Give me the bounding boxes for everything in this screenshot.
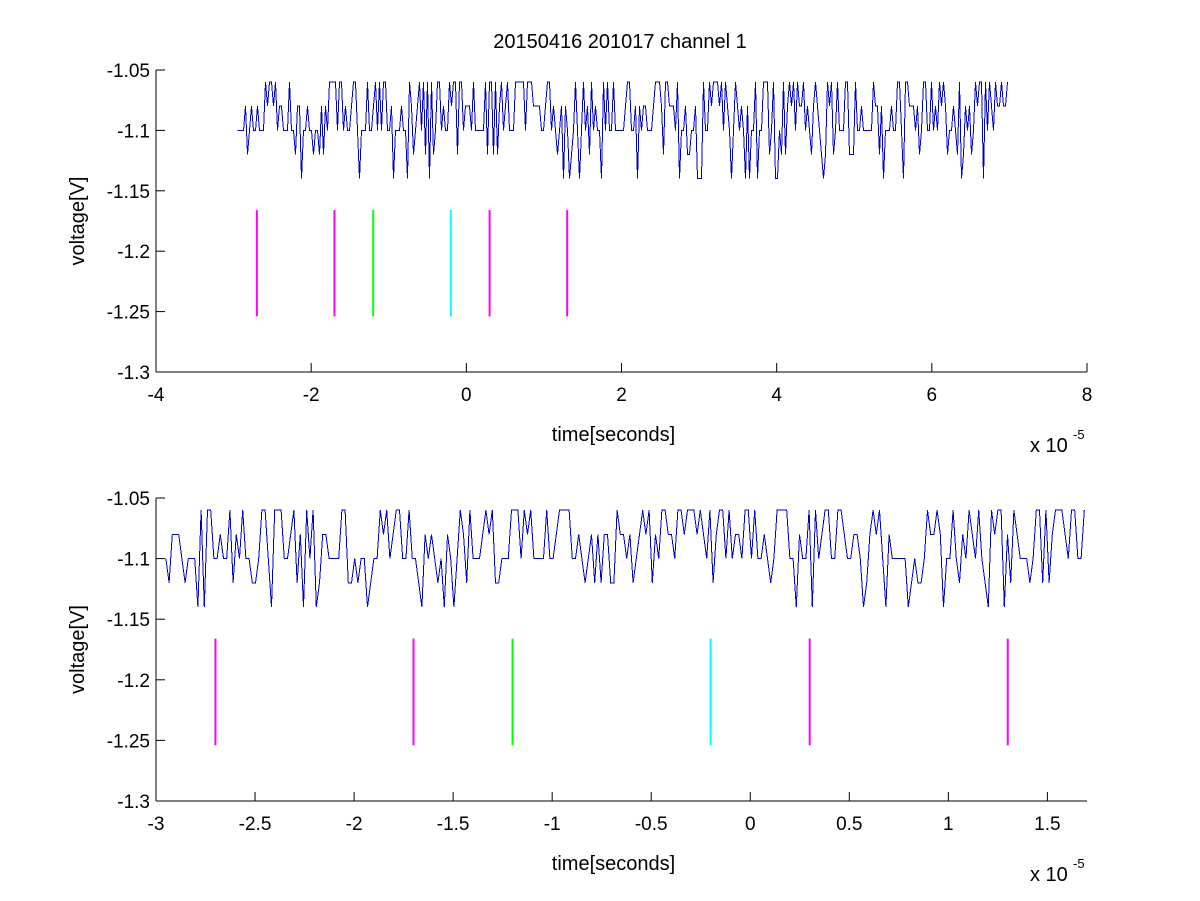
y-tick-label: -1.3 bbox=[117, 792, 150, 813]
x-tick-label: 2 bbox=[616, 385, 627, 406]
figure-title: 20150416 201017 channel 1 bbox=[493, 31, 747, 53]
x-tick-label: -1 bbox=[544, 814, 561, 835]
x-tick-label: -2 bbox=[346, 814, 363, 835]
y-tick-label: -1.05 bbox=[107, 61, 150, 82]
y-axis-label: voltage[V] bbox=[67, 177, 89, 266]
x-tick-label: 4 bbox=[771, 385, 782, 406]
x-tick-label: 8 bbox=[1082, 385, 1093, 406]
signal-trace bbox=[165, 509, 1085, 608]
x-axis-label: time[seconds] bbox=[552, 853, 675, 875]
y-tick-label: -1.1 bbox=[117, 550, 150, 571]
y-tick-label: -1.05 bbox=[107, 489, 150, 510]
x-tick-label: -4 bbox=[148, 385, 165, 406]
x-axis-label: time[seconds] bbox=[552, 424, 675, 446]
y-tick-label: -1.2 bbox=[117, 242, 150, 263]
x-tick-label: -2 bbox=[303, 385, 320, 406]
x-tick-label: 1.5 bbox=[1034, 814, 1060, 835]
x-tick-label: -3 bbox=[148, 814, 165, 835]
y-tick-label: -1.3 bbox=[117, 363, 150, 384]
y-tick-label: -1.15 bbox=[107, 610, 150, 631]
x-tick-label: -2.5 bbox=[239, 814, 272, 835]
x-multiplier-exponent: -5 bbox=[1073, 856, 1085, 871]
y-tick-label: -1.15 bbox=[107, 182, 150, 203]
x-tick-label: 0.5 bbox=[836, 814, 862, 835]
x-multiplier-exponent: -5 bbox=[1073, 427, 1085, 442]
x-multiplier-label: x 10 bbox=[1030, 435, 1068, 457]
y-tick-label: -1.2 bbox=[117, 671, 150, 692]
x-multiplier-label: x 10 bbox=[1030, 864, 1068, 886]
signal-trace bbox=[237, 81, 1008, 180]
y-tick-label: -1.25 bbox=[107, 731, 150, 752]
top-subplot: -4 -2 0 2 4 6 8 -1.05 -1.1 -1.15 -1.2 -1.25 -1.3 time… bbox=[67, 61, 1092, 457]
x-tick-label: 6 bbox=[927, 385, 938, 406]
y-tick-label: -1.1 bbox=[117, 121, 150, 142]
x-tick-label: 0 bbox=[461, 385, 472, 406]
x-tick-label: 1 bbox=[943, 814, 954, 835]
y-axis-label: voltage[V] bbox=[67, 605, 89, 694]
bottom-subplot: -3 -2.5 -2 -1.5 -1 -0.5 0 0.5 1 1.5 -1.05 -1.1 -1.15… bbox=[67, 489, 1087, 886]
x-tick-label: -0.5 bbox=[635, 814, 668, 835]
x-tick-label: -1.5 bbox=[437, 814, 470, 835]
x-tick-label: 0 bbox=[745, 814, 756, 835]
y-tick-label: -1.25 bbox=[107, 303, 150, 324]
